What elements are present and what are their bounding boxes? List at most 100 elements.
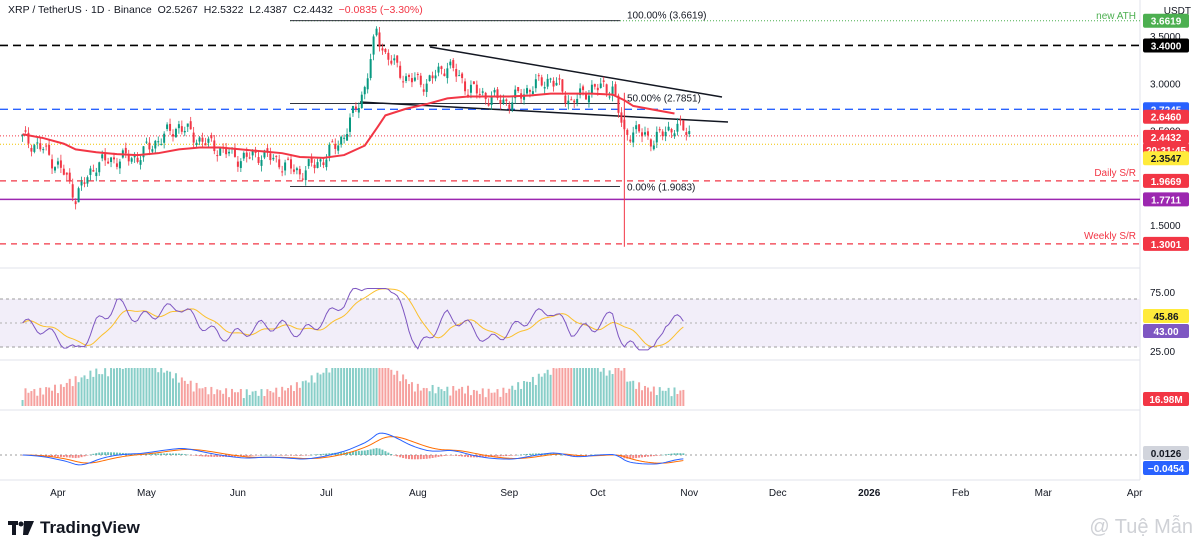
candle-body [245, 152, 248, 157]
macd-histogram-bar [658, 455, 661, 456]
candle-body [62, 168, 65, 175]
volume-bar [641, 390, 644, 406]
volume-bar [363, 368, 366, 406]
volume-bar [222, 393, 225, 406]
macd-histogram-bar [652, 455, 655, 457]
candle-body [304, 170, 307, 181]
candle-body [86, 177, 89, 184]
macd-histogram-bar [110, 452, 113, 455]
price-tag-ema-bg [1143, 109, 1189, 124]
volume-bar [434, 393, 437, 406]
wedge-upper-line[interactable] [429, 46, 723, 98]
candle-body [343, 137, 346, 139]
price-chart[interactable]: 3.50003.00002.50002.00001.500075.0025.00… [0, 0, 1203, 510]
macd-histogram-bar [629, 455, 632, 459]
candle-body [685, 132, 688, 136]
volume-bar [514, 389, 517, 406]
candle-body [130, 158, 133, 162]
candle-body [239, 161, 242, 168]
candle-body [334, 143, 337, 149]
volume-bar [599, 371, 602, 406]
macd-histogram-bar [89, 454, 92, 456]
price-tag-s4-bg [1143, 236, 1189, 251]
candle-body [101, 154, 104, 159]
candle-body [611, 86, 614, 96]
candle-body [546, 78, 549, 87]
macd-histogram-bar [511, 455, 514, 456]
macd-histogram-bar [357, 450, 360, 455]
time-tick-label: May [137, 488, 156, 499]
price-tag-r1-bg [1143, 38, 1189, 53]
volume-bar [402, 374, 405, 406]
chart-header: XRP / TetherUS · 1D · Binance O2.5267 H2… [8, 4, 423, 16]
candle-body [493, 89, 496, 93]
volume-bar [419, 390, 422, 406]
macd-histogram-bar [428, 455, 431, 459]
rsi-line[interactable] [22, 287, 684, 351]
macd-histogram-bar [387, 452, 390, 455]
macd-histogram-bar [251, 455, 254, 456]
price-tag-s2: 1.9669 [1151, 177, 1182, 188]
volume-bar [629, 381, 632, 406]
ema-line[interactable] [22, 92, 675, 159]
candle-body [192, 132, 195, 143]
macd-histogram-bar [98, 452, 101, 455]
candle-body [614, 84, 617, 96]
macd-histogram-bar [520, 454, 523, 456]
candle-body [325, 159, 328, 168]
volume-bar [372, 368, 375, 406]
macd-histogram-bar [107, 452, 110, 455]
macd-histogram-bar [245, 455, 248, 457]
volume-bar [520, 388, 523, 406]
candle-body [95, 172, 98, 177]
candle-body [620, 112, 623, 123]
macd-histogram-bar [416, 455, 419, 460]
candle-body [349, 117, 351, 132]
candle-body [390, 60, 393, 64]
candle-body [263, 150, 266, 158]
volume-bar [505, 392, 508, 406]
candle-body [443, 73, 446, 77]
volume-bar [346, 368, 349, 406]
volume-bar [337, 368, 340, 406]
volume-bar [319, 374, 322, 406]
macd-line[interactable] [22, 432, 684, 466]
candle-body [216, 155, 219, 157]
volume-bar [428, 391, 431, 406]
candle-body [284, 162, 287, 171]
candle-body [48, 144, 51, 155]
volume-bar [440, 389, 443, 406]
candle-body [151, 149, 154, 152]
macd-histogram-bar [313, 454, 316, 456]
candle-body [475, 84, 478, 94]
candle-body [180, 126, 183, 132]
candle-body [54, 167, 56, 171]
volume-bar [101, 374, 104, 406]
macd-histogram-bar [573, 455, 576, 457]
volume-bar [130, 368, 133, 406]
volume-bar [679, 390, 682, 406]
wedge-lower-line[interactable] [359, 101, 729, 123]
macd-histogram-bar [587, 455, 590, 456]
volume-bar [304, 380, 307, 406]
macd-histogram-bar [502, 455, 505, 457]
volume-bar [608, 370, 611, 406]
candle-body [292, 169, 295, 172]
volume-bar [673, 387, 676, 406]
tradingview-logo[interactable]: TradingView [8, 518, 140, 538]
macd-histogram-bar [349, 451, 351, 455]
candle-body [83, 182, 86, 184]
candle-body [248, 157, 251, 159]
symbol-label[interactable]: XRP / TetherUS · 1D · Binance [8, 4, 152, 16]
volume-bar [357, 368, 360, 406]
macd-histogram-bar [118, 452, 121, 455]
candle-body [115, 163, 118, 167]
macd-histogram-bar [360, 450, 363, 455]
volume-bar [145, 368, 148, 406]
candle-body [384, 49, 387, 53]
macd-histogram-bar [163, 453, 166, 455]
macd-histogram-bar [384, 451, 387, 455]
candle-body [508, 104, 511, 110]
volume-bar [298, 387, 301, 406]
macd-histogram-bar [499, 455, 502, 457]
